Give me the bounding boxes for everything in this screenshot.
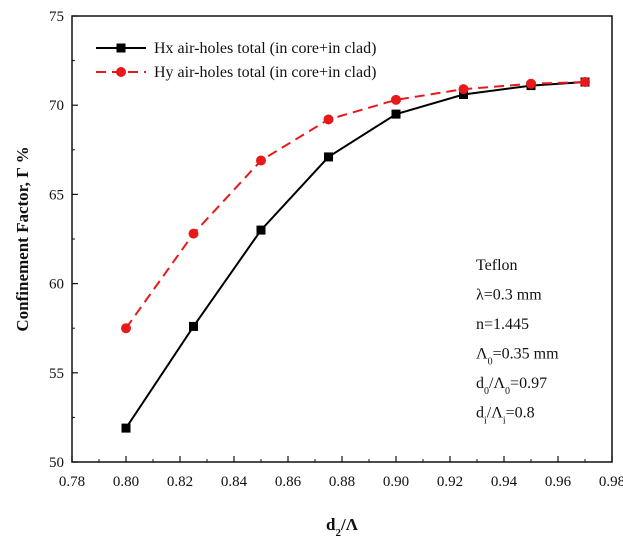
annotation-line: n=1.445 (476, 316, 529, 333)
annotation-line: Teflon (476, 257, 518, 274)
annotation-line: d0/Λ0=0.97 (476, 375, 547, 397)
annotation-line: λ=0.3 mm (476, 287, 542, 304)
data-point-circle (323, 114, 334, 125)
series-2 (121, 77, 590, 334)
y-tick-label: 75 (49, 9, 64, 25)
x-tick-label: 0.90 (383, 474, 409, 490)
x-tick-label: 0.96 (545, 474, 572, 490)
data-point-square (189, 321, 198, 331)
data-point-circle (188, 228, 199, 239)
legend-label: Hy air-holes total (in core+in clad) (154, 64, 376, 81)
annotation-line: Λ0=0.35 mm (476, 346, 559, 368)
parameter-annotation: Teflon λ=0.3 mm n=1.445 Λ0=0.35 mm d0/Λ0=0.9… (476, 257, 559, 426)
x-axis-ticks: 0.78 0.80 0.82 0.84 0.86 0.88 0.90 0.92 0.94 0.96… (59, 456, 623, 490)
y-tick-label: 65 (49, 187, 64, 203)
x-tick-label: 0.86 (275, 474, 302, 490)
data-point-circle (121, 323, 131, 334)
x-tick-label: 0.92 (437, 474, 463, 490)
y-axis-title: Confinement Factor, Γ % (13, 146, 32, 331)
series-line (125, 81, 586, 429)
x-tick-label: 0.94 (491, 474, 518, 490)
data-point-circle (256, 155, 266, 166)
data-point-square (391, 109, 401, 119)
data-point-circle (580, 77, 590, 88)
legend: Hx air-holes total (in core+in clad) Hy a… (96, 40, 376, 81)
legend-marker-square (116, 43, 126, 53)
y-axis-ticks: 50 55 60 65 70 75 (49, 9, 78, 471)
data-point-circle (458, 84, 469, 95)
series-line (125, 81, 586, 329)
data-point-square (324, 152, 333, 162)
annotation-line: di/Λi=0.8 (476, 405, 535, 427)
x-tick-label: 0.82 (167, 474, 193, 490)
series-layer (121, 77, 590, 433)
y-tick-label: 60 (49, 277, 64, 293)
data-point-square (459, 89, 468, 99)
data-point-circle (526, 78, 536, 89)
data-point-square (121, 423, 131, 433)
legend-marker-circle (116, 67, 126, 77)
legend-label: Hx air-holes total (in core+in clad) (154, 40, 376, 57)
y-tick-label: 70 (49, 98, 64, 114)
x-tick-label: 0.78 (59, 474, 85, 490)
x-tick-label: 0.80 (113, 474, 139, 490)
x-tick-label: 0.84 (221, 474, 248, 490)
y-tick-label: 50 (49, 455, 64, 471)
y-tick-label: 55 (49, 366, 64, 382)
data-point-circle (391, 94, 401, 105)
data-point-square (256, 225, 266, 235)
x-axis-title: d2/Λ (326, 515, 359, 539)
x-tick-label: 0.98 (599, 474, 623, 490)
x-tick-label: 0.88 (329, 474, 355, 490)
